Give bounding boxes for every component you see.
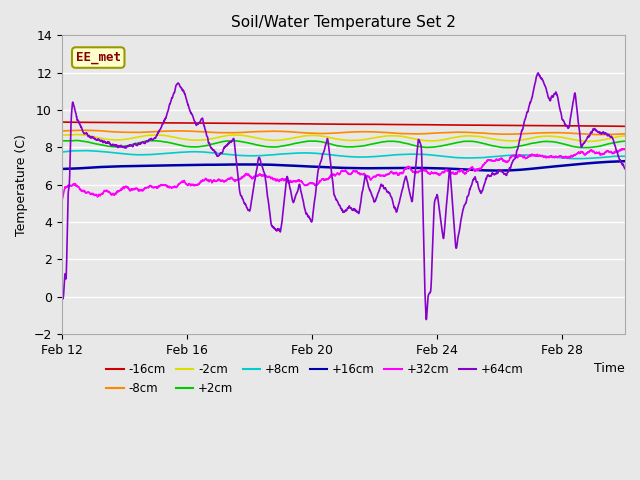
Legend: -16cm, -8cm, -2cm, +2cm, +8cm, +16cm, +32cm, +64cm: -16cm, -8cm, -2cm, +2cm, +8cm, +16cm, +3… [102, 359, 529, 400]
Title: Soil/Water Temperature Set 2: Soil/Water Temperature Set 2 [231, 15, 456, 30]
X-axis label: Time: Time [595, 362, 625, 375]
Text: EE_met: EE_met [76, 51, 121, 64]
Y-axis label: Temperature (C): Temperature (C) [15, 134, 28, 236]
